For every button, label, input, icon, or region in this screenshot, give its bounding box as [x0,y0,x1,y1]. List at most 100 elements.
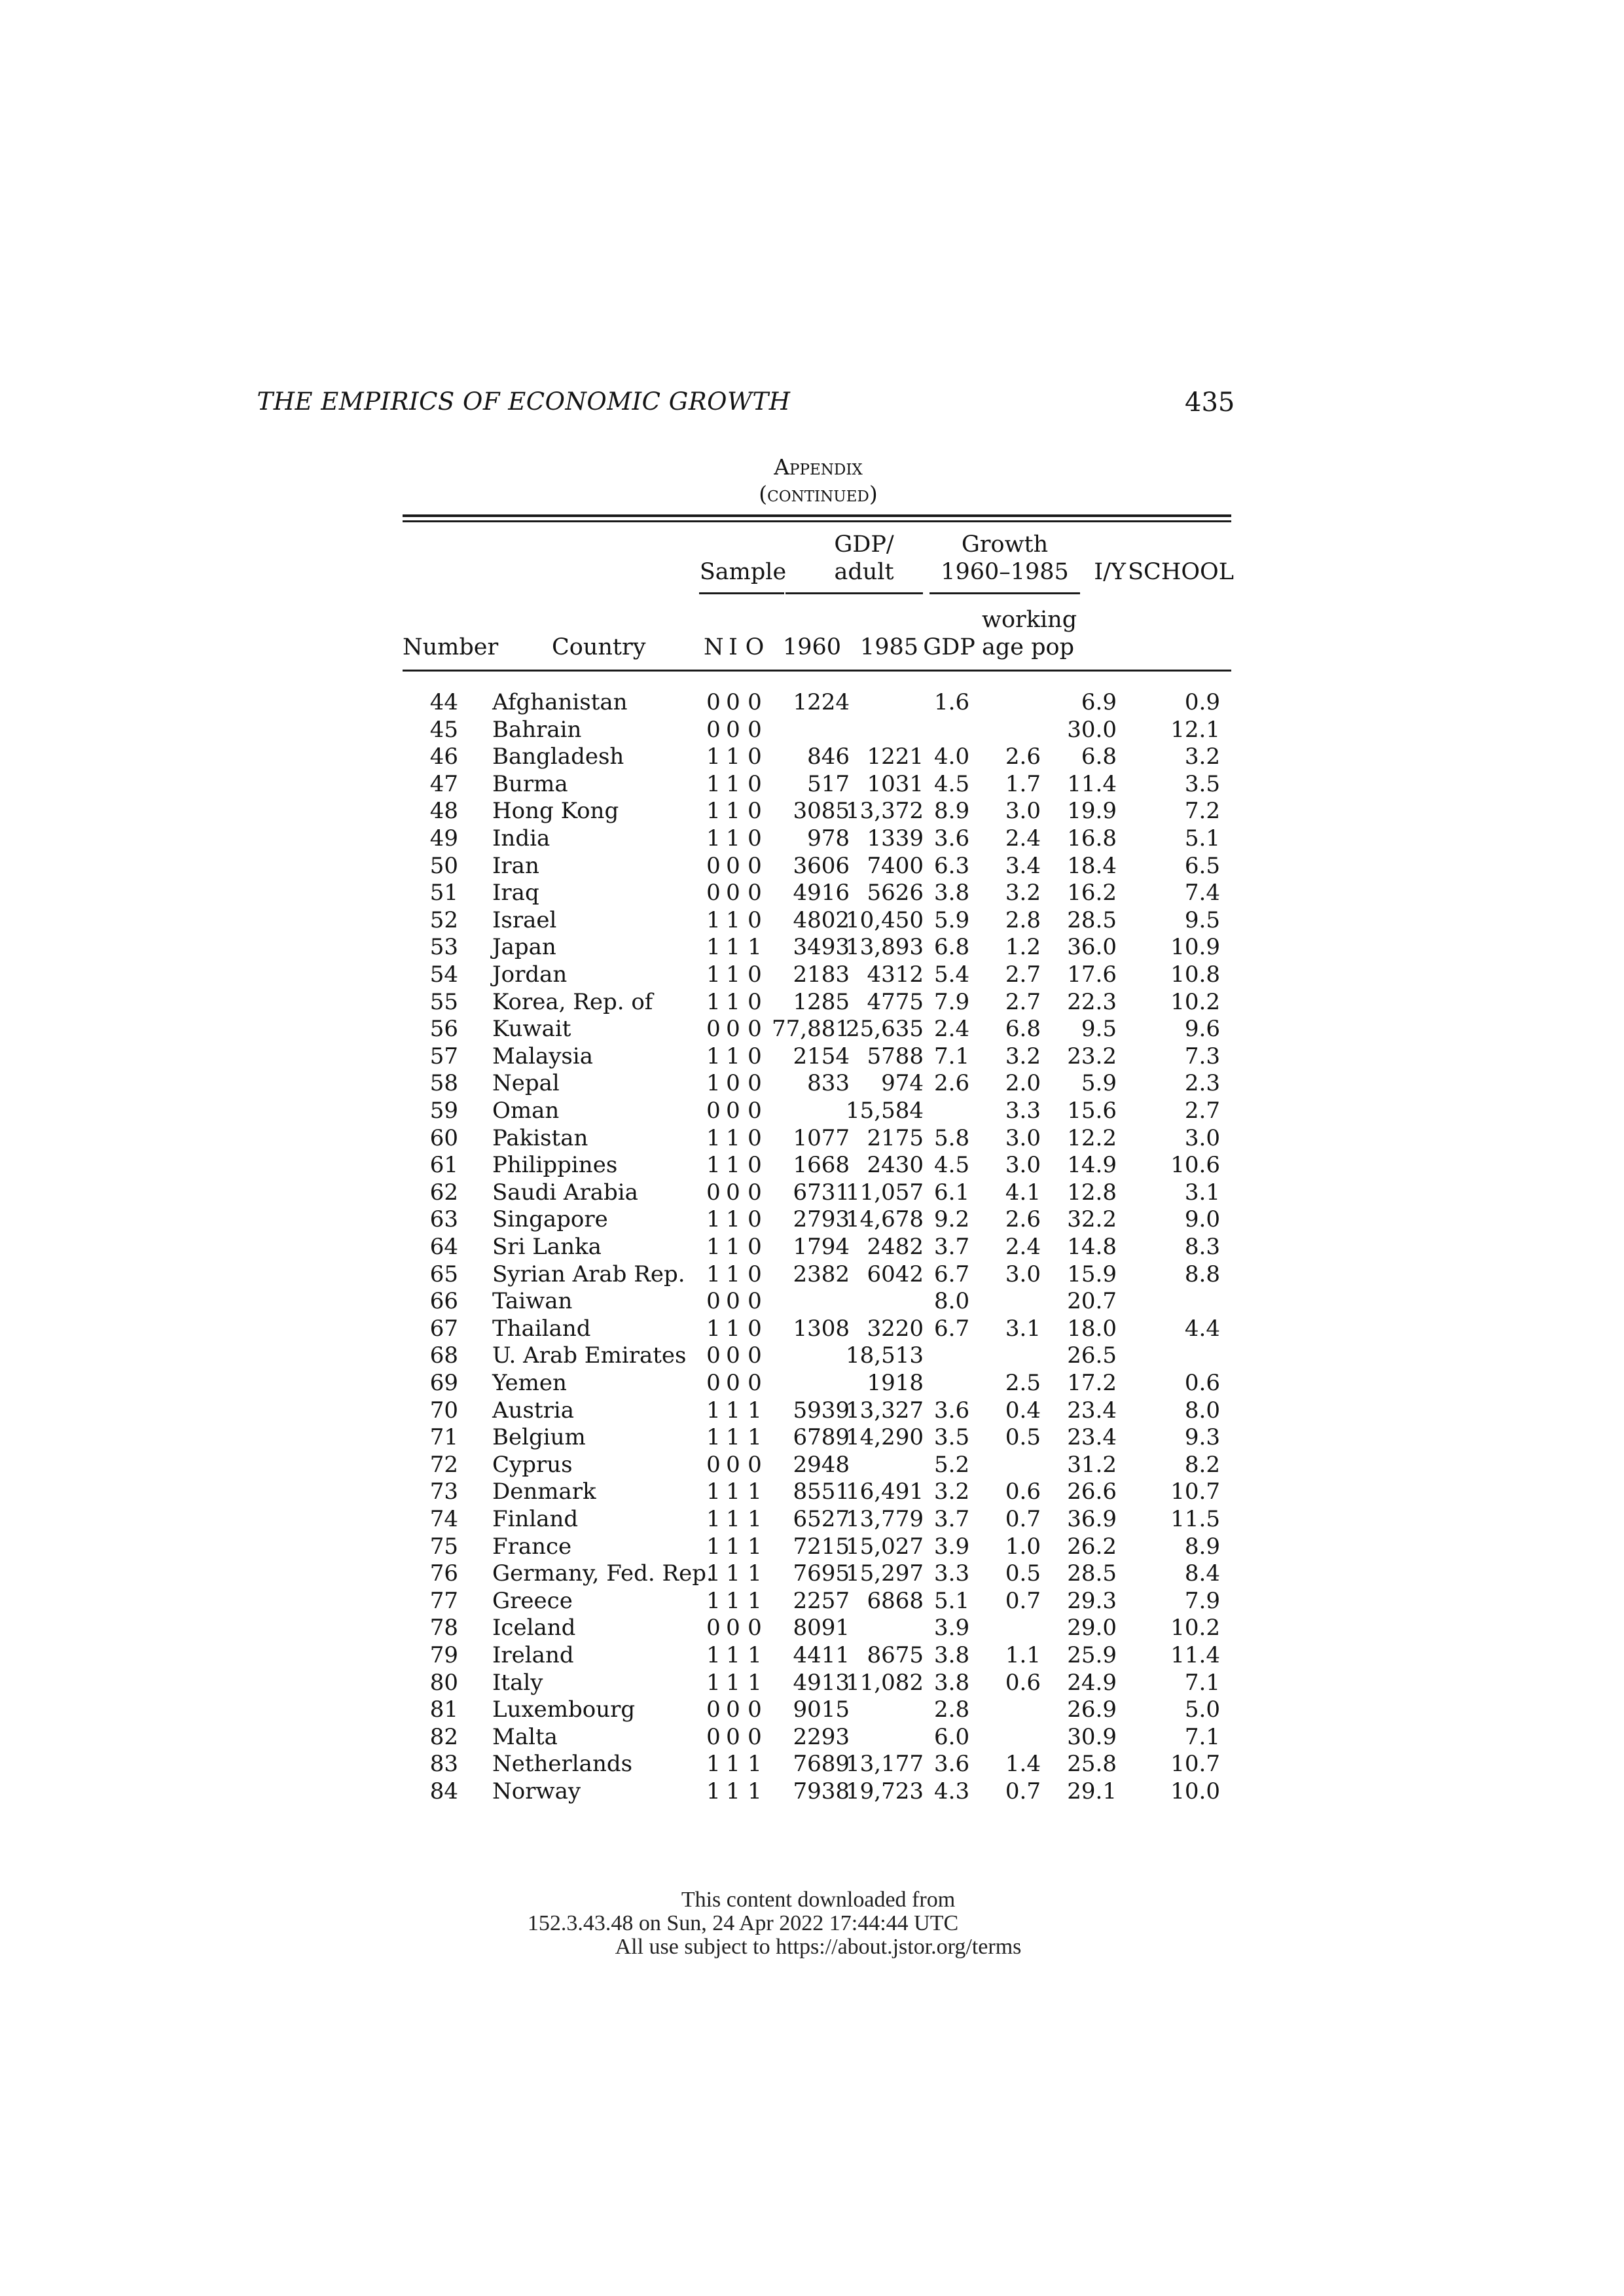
cell-sample-o: 0 [748,1070,762,1097]
cell-growth-gdp: 5.2 [934,1451,970,1478]
cell-country: Iceland [492,1615,576,1641]
table-row: 68 U. Arab Emirates 0 0 0 18,513 26.5 [0,1342,1624,1369]
cell-sample-n: 1 [706,770,721,797]
cell-iy: 16.2 [1067,880,1117,906]
table-row: 74 Finland 1 1 1 6527 13,779 3.7 0.7 36.9 11.5 [0,1505,1624,1533]
cell-school: 8.2 [1184,1451,1220,1478]
cell-iy: 12.8 [1067,1179,1117,1206]
cell-growth-gdp: 6.3 [934,852,970,879]
cell-gdp-1985: 5788 [867,1043,924,1069]
table-row: 71 Belgium 1 1 1 6789 14,290 3.5 0.5 23.4 9.3 [0,1424,1624,1451]
cell-iy: 11.4 [1067,770,1117,797]
cell-sample-i: 0 [726,852,740,879]
table-row: 58 Nepal 1 0 0 833 974 2.6 2.0 5.9 2.3 [0,1069,1624,1097]
cell-iy: 5.9 [1081,1070,1117,1097]
cell-iy: 26.2 [1067,1533,1117,1560]
cell-sample-i: 1 [726,1751,740,1778]
cell-growth-pop: 0.6 [1005,1479,1041,1505]
download-notice: This content downloaded from 152.3.43.48… [458,1888,1178,1959]
cell-gdp-1960: 3493 [793,934,850,961]
table-row: 69 Yemen 0 0 0 1918 2.5 17.2 0.6 [0,1369,1624,1397]
cell-gdp-1960: 4913 [793,1669,850,1696]
cell-gdp-1985: 4312 [867,961,924,988]
cell-gdp-1985: 19,723 [846,1778,924,1804]
cell-school: 3.1 [1184,1179,1220,1206]
cell-country: Austria [492,1397,574,1424]
cell-gdp-1960: 8551 [793,1479,850,1505]
cell-gdp-1985: 6868 [867,1587,924,1614]
cell-growth-pop: 0.7 [1005,1506,1041,1532]
cell-iy: 20.7 [1067,1288,1117,1315]
header-gdp-adult-2: adult [834,559,894,585]
cell-sample-n: 1 [706,906,721,933]
cell-sample-n: 0 [706,1098,721,1124]
cell-school: 10.2 [1170,988,1220,1015]
cell-growth-gdp: 3.7 [934,1506,970,1532]
cell-number: 80 [429,1669,458,1696]
cell-sample-i: 0 [726,689,740,715]
cell-growth-pop: 1.0 [1005,1533,1041,1560]
table-row: 53 Japan 1 1 1 3493 13,893 6.8 1.2 36.0 10.9 [0,933,1624,961]
cell-growth-gdp: 6.7 [934,1315,970,1342]
header-sample: Sample [699,559,787,585]
table-row: 52 Israel 1 1 0 4802 10,450 5.9 2.8 28.5 9.5 [0,906,1624,934]
cell-country: Korea, Rep. of [492,988,653,1015]
cell-sample-n: 1 [706,1587,721,1614]
cell-growth-gdp: 8.0 [934,1288,970,1315]
cell-gdp-1985: 974 [881,1070,924,1097]
cell-country: Taiwan [492,1288,573,1315]
cell-school: 12.1 [1170,716,1220,743]
cell-sample-o: 1 [748,1778,762,1804]
cell-sample-o: 0 [748,798,762,825]
cell-sample-n: 0 [706,1696,721,1723]
cell-gdp-1960: 2382 [793,1261,850,1287]
cell-gdp-1960: 1308 [793,1315,850,1342]
cell-sample-o: 0 [748,1206,762,1233]
cell-sample-i: 1 [726,1424,740,1451]
cell-gdp-1985: 15,027 [846,1533,924,1560]
cell-sample-o: 1 [748,1560,762,1587]
cell-gdp-1960: 3606 [793,852,850,879]
cell-gdp-1960: 5939 [793,1397,850,1424]
cell-school: 8.3 [1184,1234,1220,1260]
cell-sample-i: 0 [726,1288,740,1315]
cell-country: Finland [492,1506,579,1532]
cell-sample-i: 1 [726,1261,740,1287]
cell-number: 54 [429,961,458,988]
growth-underline [929,592,1080,594]
cell-country: Malta [492,1723,558,1750]
table-row: 49 India 1 1 0 978 1339 3.6 2.4 16.8 5.1 [0,825,1624,852]
cell-country: Saudi Arabia [492,1179,638,1206]
cell-growth-pop: 3.2 [1005,1043,1041,1069]
cell-growth-pop: 3.2 [1005,880,1041,906]
header-school: SCHOOL [1128,559,1234,585]
cell-gdp-1985: 1031 [867,770,924,797]
cell-sample-o: 1 [748,1587,762,1614]
cell-school: 7.4 [1184,880,1220,906]
cell-iy: 6.9 [1081,689,1117,715]
cell-country: Yemen [492,1370,567,1396]
cell-growth-pop: 2.4 [1005,825,1041,852]
header-1985: 1985 [859,634,918,660]
cell-number: 77 [429,1587,458,1614]
cell-sample-i: 0 [726,880,740,906]
cell-growth-gdp: 4.3 [934,1778,970,1804]
cell-growth-gdp: 4.5 [934,770,970,797]
cell-iy: 25.9 [1067,1642,1117,1668]
cell-iy: 31.2 [1067,1451,1117,1478]
cell-country: Philippines [492,1152,618,1179]
cell-sample-o: 0 [748,1152,762,1179]
cell-sample-i: 1 [726,1234,740,1260]
cell-sample-i: 0 [726,1723,740,1750]
cell-gdp-1985: 4775 [867,988,924,1015]
table-row: 66 Taiwan 0 0 0 8.0 20.7 [0,1287,1624,1315]
page-number: 435 [1185,387,1235,418]
cell-iy: 14.9 [1067,1152,1117,1179]
cell-sample-i: 0 [726,1098,740,1124]
cell-gdp-1960: 517 [807,770,850,797]
cell-gdp-1985: 6042 [867,1261,924,1287]
cell-growth-gdp: 2.4 [934,1016,970,1043]
cell-gdp-1960: 1668 [793,1152,850,1179]
cell-sample-i: 1 [726,825,740,852]
cell-growth-pop: 3.4 [1005,852,1041,879]
